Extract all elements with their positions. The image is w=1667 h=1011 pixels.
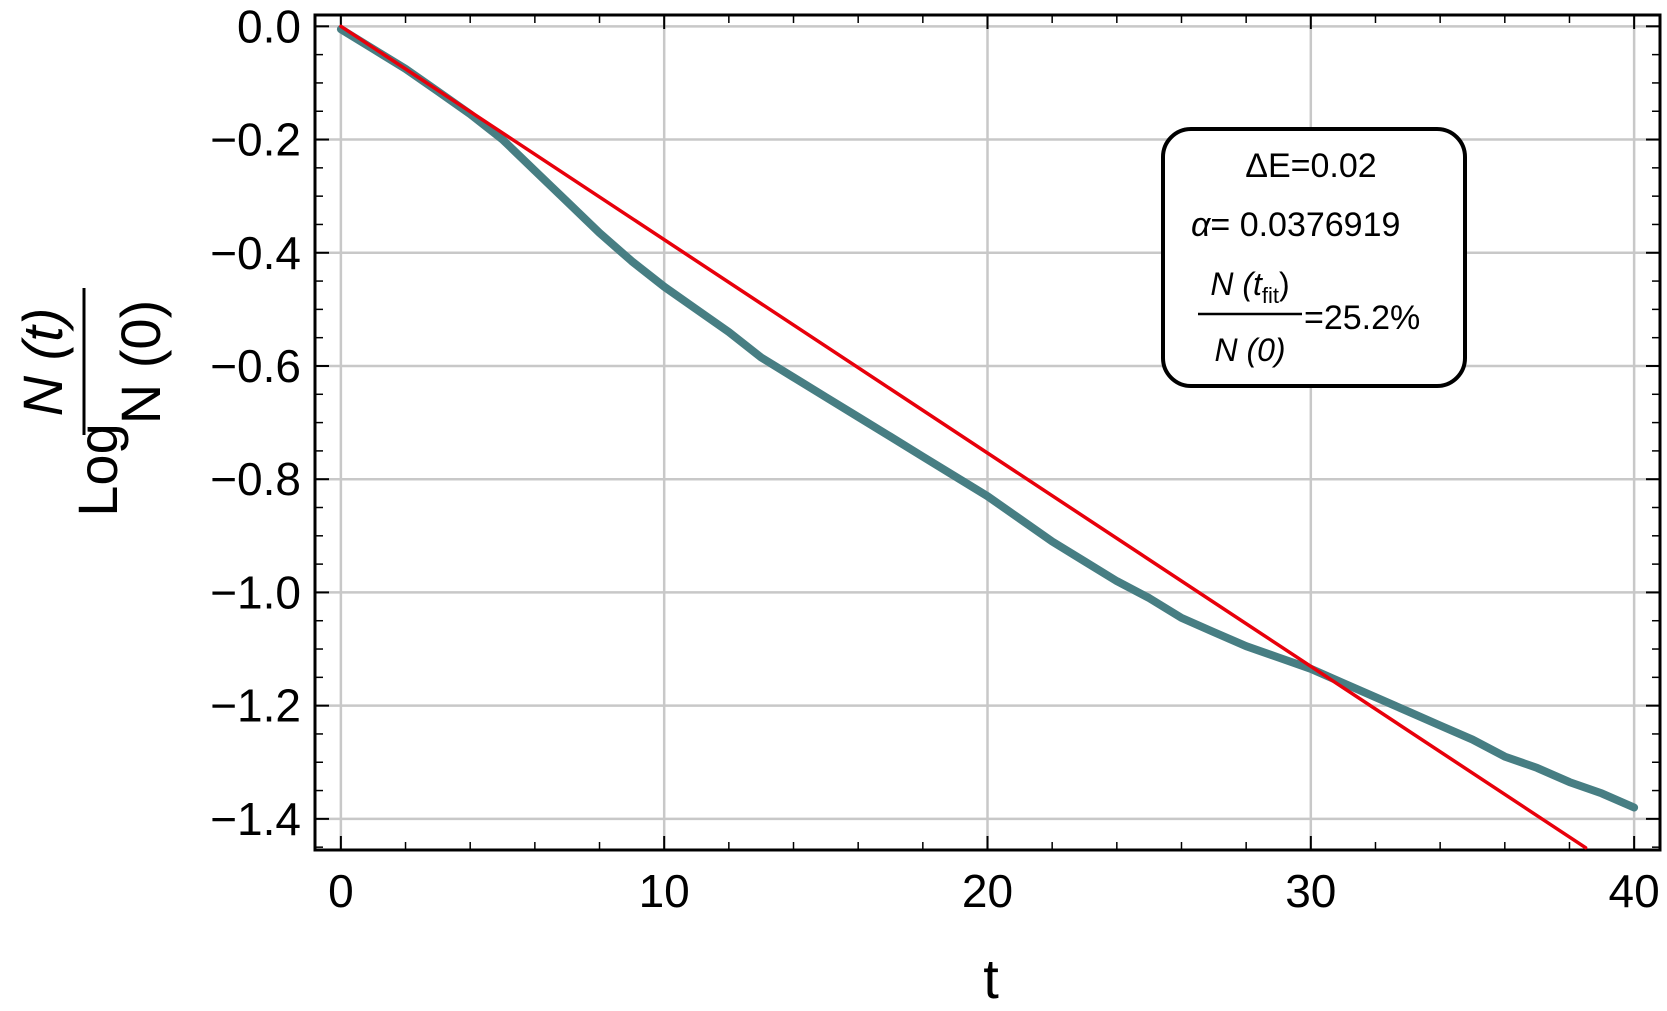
- series: [336, 24, 1639, 850]
- x-axis-title: t: [983, 947, 999, 1010]
- legend-num-pre: N (t: [1210, 266, 1263, 302]
- legend-alpha-symbol: α: [1191, 206, 1212, 244]
- legend-num-post: ): [1279, 266, 1290, 302]
- x-tick-label: 40: [1609, 865, 1660, 917]
- legend-alpha-value: = 0.0376919: [1210, 206, 1400, 244]
- y-axis-title-prefix: Log: [66, 423, 129, 516]
- legend-num-sub: fit: [1262, 283, 1279, 308]
- fit-line: [339, 24, 1588, 850]
- y-axis-title-numerator: N (t): [11, 308, 74, 417]
- y-tick-label: −0.4: [210, 227, 301, 279]
- y-tick-label: −1.2: [210, 680, 301, 732]
- y-tick-label: −0.6: [210, 340, 301, 392]
- y-tick-label: 0.0: [237, 0, 301, 52]
- y-axis-title: Log N (t) N (0): [11, 288, 172, 517]
- x-tick-label: 20: [962, 865, 1013, 917]
- tick-labels: 0 10 20 30 40 0.0 −0.2 −0.4 −0.6 −0.8 −1.0 −1.2 −1.4: [210, 0, 1660, 917]
- y-axis-title-denominator: N (0): [109, 300, 172, 424]
- x-tick-label: 30: [1285, 865, 1336, 917]
- x-tick-label: 10: [639, 865, 690, 917]
- y-tick-label: −1.4: [210, 793, 301, 845]
- legend-box: ΔE=0.02 α= 0.0376919 N (tfit) N (0) =25.…: [1161, 127, 1467, 388]
- legend-fraction-denominator: N (0): [1214, 332, 1285, 368]
- y-tick-label: −0.8: [210, 453, 301, 505]
- ticks: [315, 15, 1660, 850]
- y-tick-label: −1.0: [210, 566, 301, 618]
- legend-fraction-numerator: N (tfit): [1210, 266, 1289, 308]
- legend-fraction-value: =25.2%: [1304, 299, 1420, 337]
- y-tick-label: −0.2: [210, 114, 301, 166]
- data-series-line: [336, 25, 1639, 812]
- legend-delta-e: ΔE=0.02: [1245, 147, 1376, 185]
- legend-alpha: α= 0.0376919: [1191, 206, 1400, 244]
- x-tick-label: 0: [328, 865, 354, 917]
- legend-frame: [1161, 127, 1467, 388]
